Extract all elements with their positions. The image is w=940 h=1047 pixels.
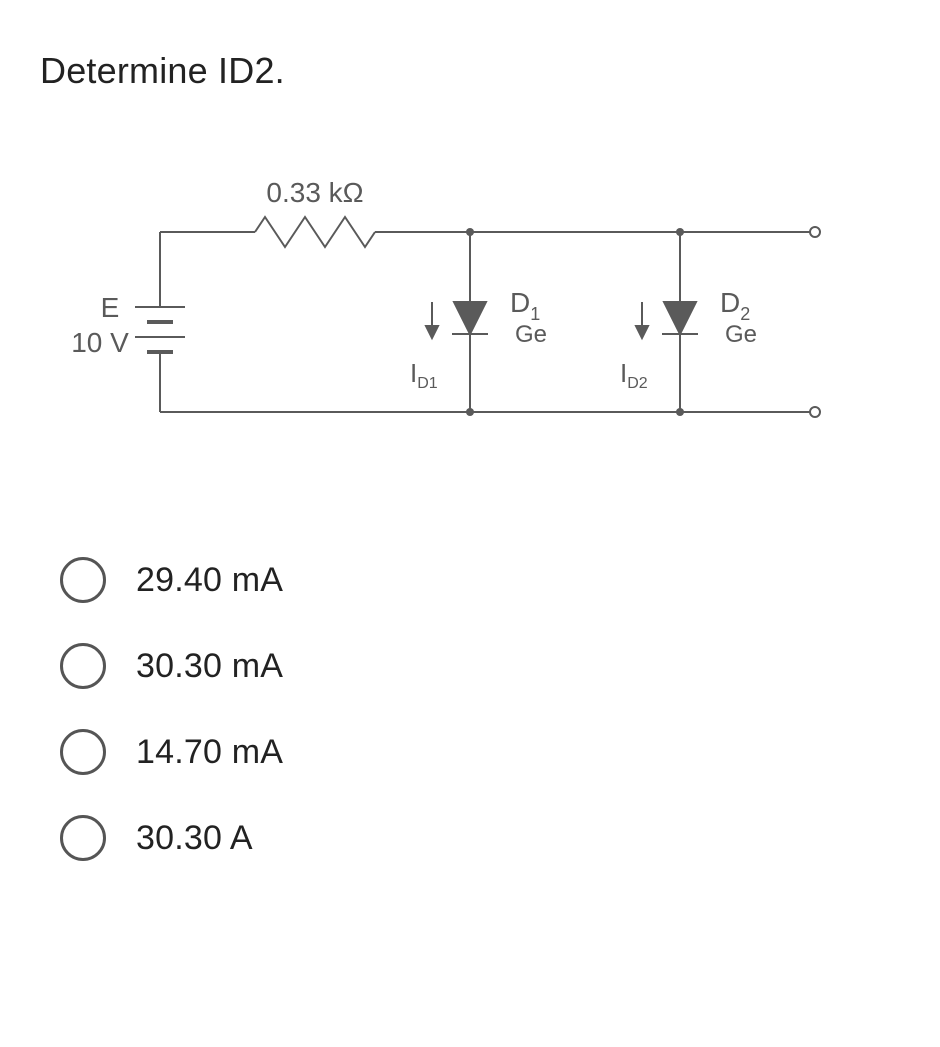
answer-options: 29.40 mA 30.30 mA 14.70 mA 30.30 A <box>60 557 900 861</box>
diode1-name: D1 <box>510 287 540 324</box>
current-label-id2: ID2 <box>620 358 648 392</box>
diode2-type: Ge <box>725 321 757 348</box>
option-3[interactable]: 14.70 mA <box>60 729 900 775</box>
source-label-e: E <box>101 292 120 323</box>
radio-icon <box>60 643 106 689</box>
diode-d1-branch <box>452 232 488 412</box>
page-root: Determine ID2. <box>0 0 940 961</box>
option-label: 30.30 A <box>136 819 253 858</box>
question-text: Determine ID2. <box>40 50 900 92</box>
option-4[interactable]: 30.30 A <box>60 815 900 861</box>
radio-icon <box>60 557 106 603</box>
option-1[interactable]: 29.40 mA <box>60 557 900 603</box>
diode1-type: Ge <box>515 321 547 348</box>
current-label-id1: ID1 <box>410 358 438 392</box>
resistor-label: 0.33 kΩ <box>266 177 363 208</box>
option-label: 14.70 mA <box>136 733 283 772</box>
option-2[interactable]: 30.30 mA <box>60 643 900 689</box>
wiring <box>160 217 810 297</box>
output-terminals <box>810 227 820 417</box>
radio-icon <box>60 815 106 861</box>
diode-d2-branch <box>662 232 698 412</box>
current-arrow-id2 <box>636 302 648 338</box>
option-label: 30.30 mA <box>136 647 283 686</box>
source-label-v: 10 V <box>71 327 129 358</box>
diode2-name: D2 <box>720 287 750 324</box>
current-arrow-id1 <box>426 302 438 338</box>
wiring-bottom <box>160 357 810 412</box>
voltage-source <box>135 297 185 357</box>
circuit-diagram: E 10 V 0.33 kΩ D1 Ge <box>40 142 840 487</box>
option-label: 29.40 mA <box>136 561 283 600</box>
nodes <box>466 228 684 416</box>
radio-icon <box>60 729 106 775</box>
